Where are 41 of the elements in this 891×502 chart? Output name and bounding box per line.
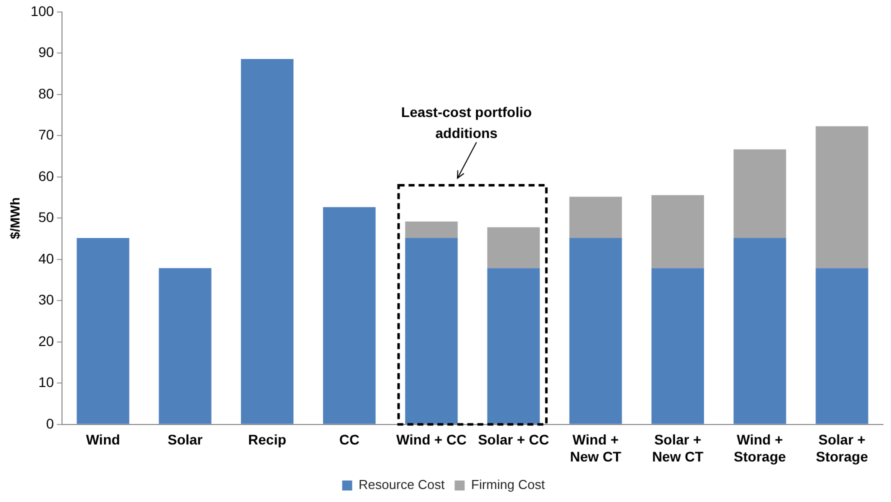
y-tick-label: 0 — [46, 415, 54, 432]
bar — [651, 195, 704, 268]
y-tick-label: 90 — [38, 44, 54, 60]
x-tick-label: Solar + Storage — [816, 432, 868, 464]
x-tick-label: Solar + New CT — [652, 432, 704, 464]
y-tick-label: 20 — [38, 332, 54, 349]
y-tick-label: 10 — [38, 374, 54, 390]
y-tick-label: 60 — [38, 168, 54, 184]
bar — [405, 222, 458, 238]
bar — [158, 268, 212, 424]
legend-label: Firming Cost — [471, 477, 546, 492]
x-tick-label: Wind + CC — [396, 432, 467, 448]
y-tick-label: 50 — [38, 209, 54, 226]
bar — [734, 238, 786, 424]
bar — [816, 126, 868, 268]
bar — [487, 227, 540, 268]
bar — [816, 268, 868, 424]
y-tick-label: 30 — [38, 292, 54, 308]
bar — [405, 238, 458, 424]
legend-label: Resource Cost — [358, 477, 446, 492]
bar — [569, 238, 622, 424]
annotation: Least-cost portfolio additions — [401, 104, 532, 142]
bar — [240, 59, 294, 424]
y-tick-label: 70 — [38, 126, 54, 143]
bar — [569, 196, 622, 238]
y-tick-label: 40 — [38, 250, 54, 266]
x-tick-label: Recip — [248, 432, 286, 448]
x-tick-label: Wind + New CT — [570, 432, 622, 464]
y-axis-title: $/MWh — [7, 197, 22, 240]
y-tick-label: 80 — [38, 85, 54, 102]
x-tick-label: Solar — [168, 432, 204, 448]
bar — [76, 238, 130, 424]
y-tick-label: 100 — [30, 2, 54, 19]
bar — [323, 207, 376, 424]
x-tick-label: Wind + Storage — [734, 432, 786, 464]
x-tick-label: Wind — [86, 432, 120, 448]
bar — [734, 149, 786, 238]
x-tick-label: Solar + CC — [478, 432, 550, 448]
bar — [651, 268, 704, 424]
bar — [487, 268, 540, 424]
x-tick-label: CC — [339, 432, 360, 448]
